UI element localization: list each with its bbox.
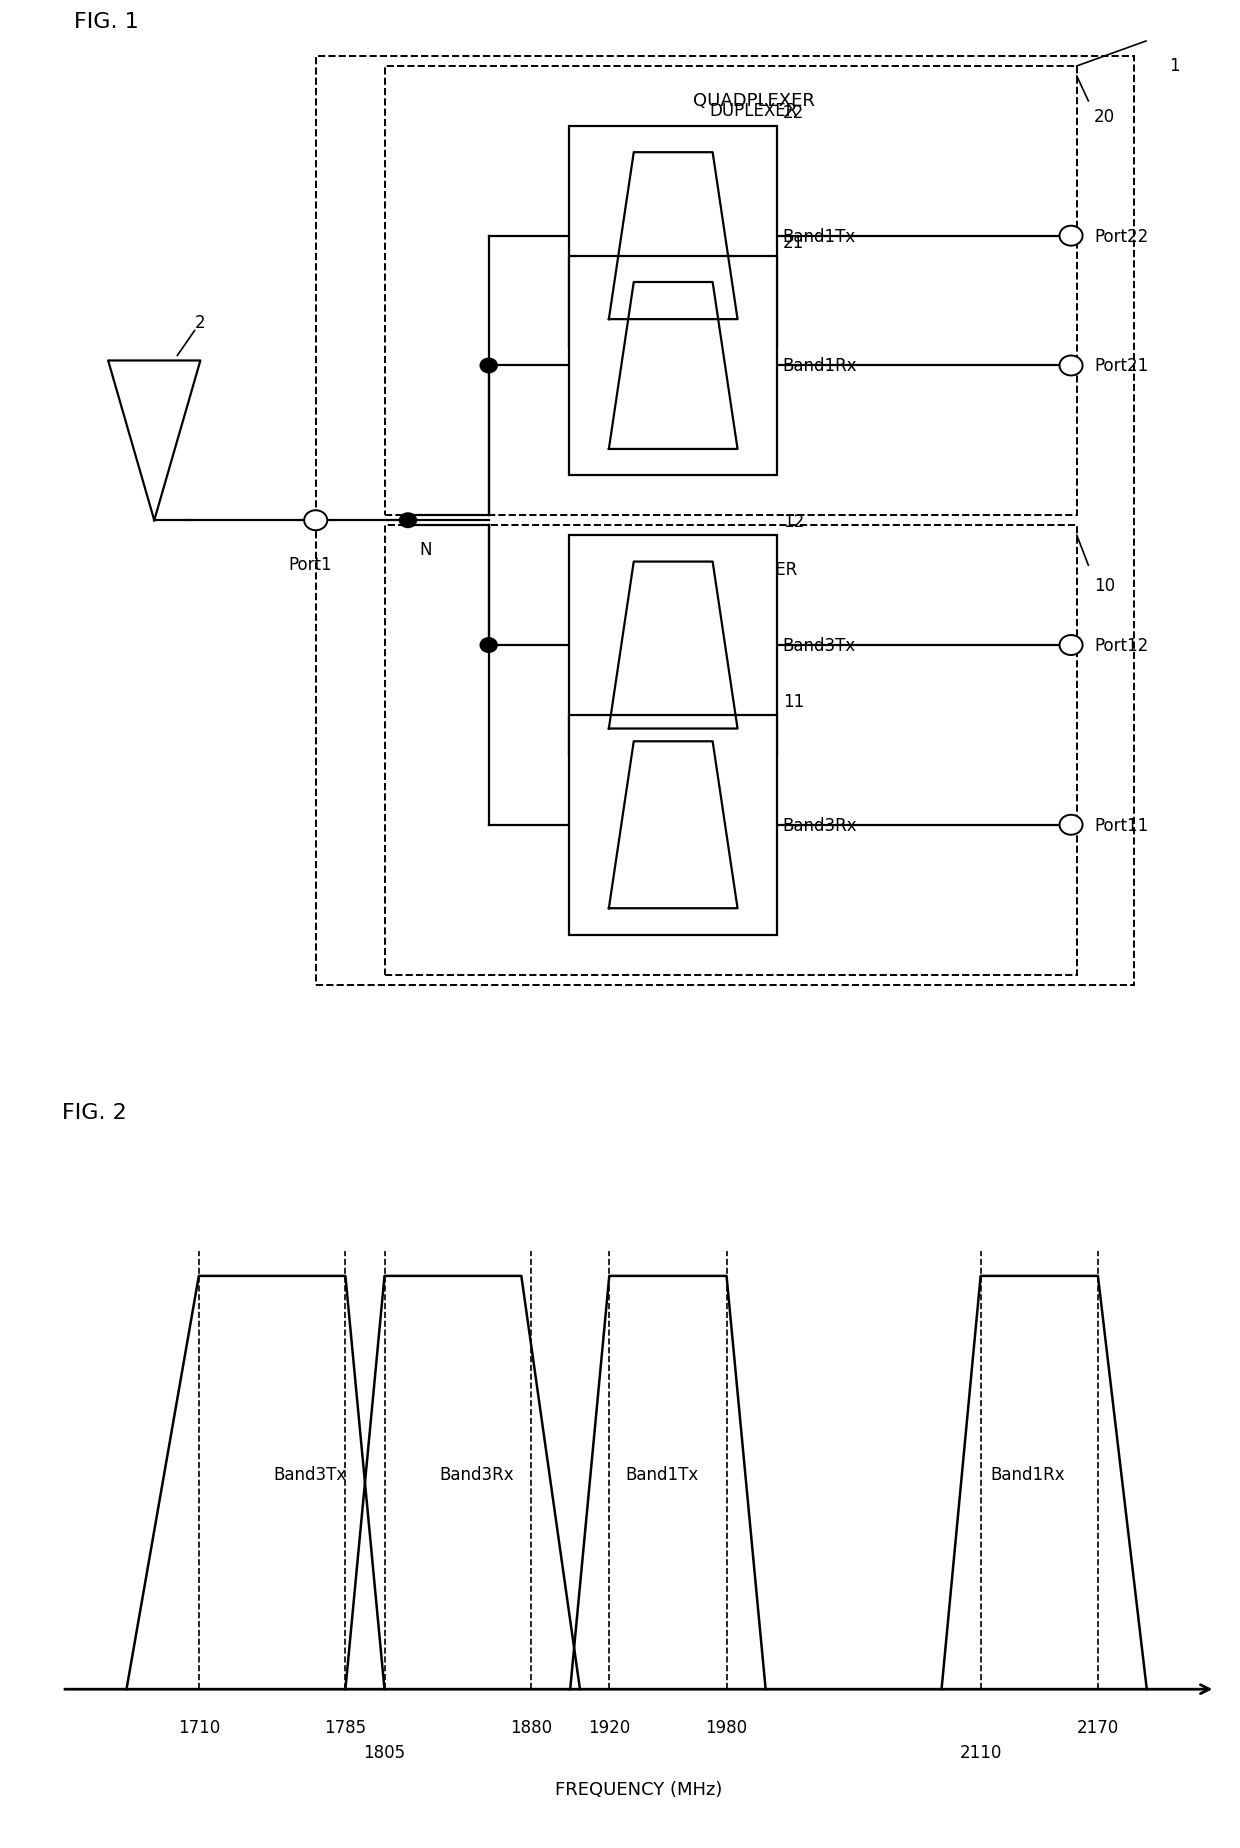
Text: 20: 20 xyxy=(1094,107,1115,126)
Text: Band3Rx: Band3Rx xyxy=(782,817,857,833)
Text: Band3Tx: Band3Tx xyxy=(782,638,856,654)
Text: Band1Tx: Band1Tx xyxy=(625,1465,698,1484)
Text: Port11: Port11 xyxy=(1094,817,1148,833)
Text: Band1Rx: Band1Rx xyxy=(991,1465,1065,1484)
Text: 2110: 2110 xyxy=(960,1743,1002,1761)
Circle shape xyxy=(1059,636,1083,656)
Text: 1980: 1980 xyxy=(706,1719,748,1735)
Text: Port22: Port22 xyxy=(1094,227,1148,246)
Text: FREQUENCY (MHz): FREQUENCY (MHz) xyxy=(556,1780,722,1798)
Bar xyxy=(569,536,777,756)
Text: 1880: 1880 xyxy=(510,1719,552,1735)
Text: 10: 10 xyxy=(1094,577,1115,595)
Circle shape xyxy=(1059,357,1083,377)
Text: Band1Rx: Band1Rx xyxy=(782,357,857,375)
Text: DUPLEXER: DUPLEXER xyxy=(709,102,799,120)
Text: 1920: 1920 xyxy=(588,1719,630,1735)
Bar xyxy=(316,57,1135,985)
Text: 1785: 1785 xyxy=(325,1719,367,1735)
Circle shape xyxy=(304,512,327,530)
Text: 22: 22 xyxy=(782,103,804,122)
Circle shape xyxy=(1059,227,1083,246)
Circle shape xyxy=(480,638,498,654)
Bar xyxy=(384,527,1076,976)
Text: QUADPLEXER: QUADPLEXER xyxy=(693,92,815,109)
Text: 21: 21 xyxy=(782,233,804,251)
Text: Port1: Port1 xyxy=(288,556,332,575)
Circle shape xyxy=(480,359,498,375)
Text: 1805: 1805 xyxy=(363,1743,405,1761)
Text: 2170: 2170 xyxy=(1076,1719,1118,1735)
Bar xyxy=(569,257,777,477)
Bar xyxy=(569,128,777,346)
Text: 1710: 1710 xyxy=(177,1719,219,1735)
Circle shape xyxy=(1059,815,1083,835)
Text: Port12: Port12 xyxy=(1094,638,1148,654)
Text: FIG. 2: FIG. 2 xyxy=(62,1103,126,1124)
Bar xyxy=(384,67,1076,516)
Text: FIG. 1: FIG. 1 xyxy=(73,11,139,31)
Text: DUPLEXER: DUPLEXER xyxy=(709,562,799,578)
Text: Port21: Port21 xyxy=(1094,357,1148,375)
Circle shape xyxy=(399,514,417,529)
Text: 2: 2 xyxy=(195,314,206,331)
Text: 11: 11 xyxy=(782,693,804,711)
Text: Band3Tx: Band3Tx xyxy=(273,1465,346,1484)
Bar xyxy=(569,715,777,935)
Text: Band1Tx: Band1Tx xyxy=(782,227,856,246)
Text: Band3Rx: Band3Rx xyxy=(439,1465,513,1484)
Text: 1: 1 xyxy=(1169,57,1179,76)
Text: N: N xyxy=(419,541,432,558)
Text: 12: 12 xyxy=(782,514,804,530)
